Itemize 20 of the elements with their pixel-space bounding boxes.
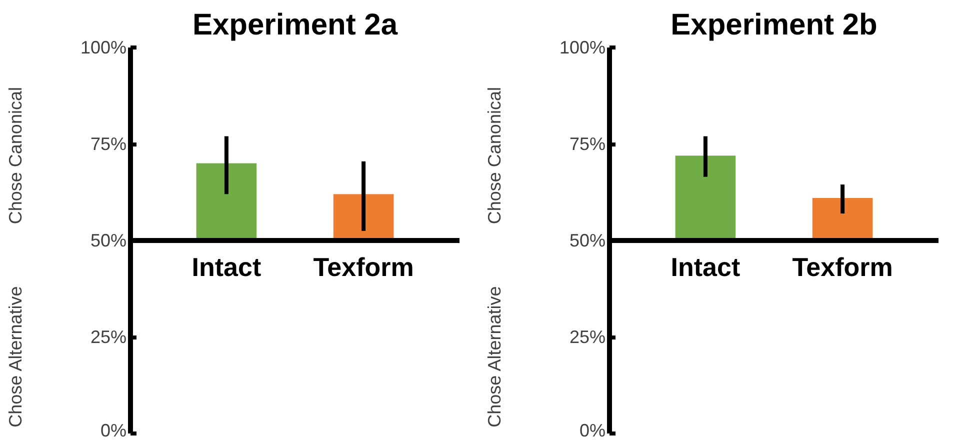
y-tick-label: 75% — [569, 134, 606, 154]
text: Chose Alternative — [6, 286, 26, 428]
y-tick-label: 50% — [569, 230, 606, 250]
y-tick-label: 75% — [90, 134, 127, 154]
x-tick-label: Intact — [192, 252, 262, 282]
y-axis-title: Chose Canonical — [6, 87, 26, 224]
x-tick-label: Intact — [670, 252, 740, 282]
x-tick-label: Texform — [313, 252, 414, 282]
y-tick-label: 100% — [559, 38, 606, 58]
y-tick-label: 0% — [100, 420, 126, 440]
y-tick-label: 25% — [569, 327, 606, 347]
chart-title: Experiment 2b — [670, 8, 878, 42]
text: Chose Alternative — [484, 286, 504, 428]
y-tick-label: 50% — [90, 230, 127, 250]
chart-title: Experiment 2a — [192, 8, 398, 42]
y-tick-label: 25% — [90, 327, 127, 347]
y-axis-title: Chose Canonical — [484, 87, 504, 224]
y-tick-label: 0% — [579, 420, 606, 440]
y-tick-label: 100% — [80, 38, 127, 58]
x-tick-label: Texform — [792, 252, 893, 282]
